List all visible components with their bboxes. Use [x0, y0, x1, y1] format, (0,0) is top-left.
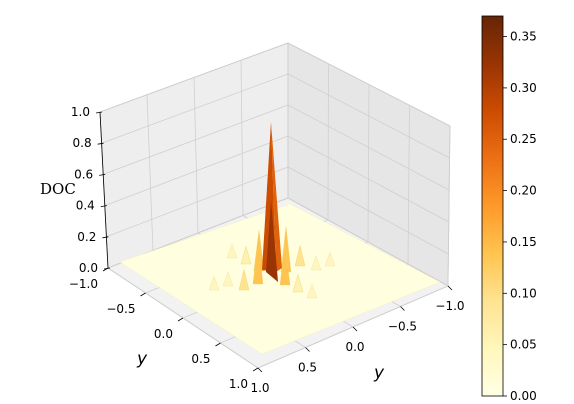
grid-line [104, 135, 289, 206]
colorbar-tick-label: 0.25 [510, 132, 537, 146]
z-tick-label: 0.0 [79, 261, 98, 275]
x-tick-label: 0.0 [154, 327, 173, 341]
grid-line [106, 166, 289, 238]
z-axis-label: DOC [40, 180, 76, 198]
grid-line [99, 42, 289, 113]
z-tick-mark [95, 111, 103, 114]
colorbar-tick-label: 0.15 [510, 235, 537, 249]
surface-ripple-small [208, 275, 220, 291]
surface-ripple-peak [253, 230, 265, 272]
surface-ripples [208, 226, 336, 299]
surface-ripple-peak [240, 245, 252, 265]
y-tick-mark [352, 326, 358, 332]
surface-ripple-peak [238, 269, 250, 291]
grid-line [103, 104, 289, 175]
grid-line [146, 94, 154, 251]
z-axis-ticks: 0.0 0.2 0.4 0.6 0.8 1.0 [71, 105, 111, 275]
x-tick-label: 1.0 [229, 377, 248, 391]
grid-line [287, 166, 449, 255]
x-axis-label: y [136, 349, 148, 369]
grid-line [367, 84, 370, 243]
grid-line [327, 63, 329, 221]
z-tick-label: 0.2 [77, 230, 96, 244]
colorbar-gradient [481, 15, 504, 397]
surface-peak-right [271, 122, 282, 272]
grid-line [287, 197, 449, 287]
x-tick-label: 0.5 [191, 352, 210, 366]
surface-group [119, 122, 441, 355]
z-tick-label: 0.8 [73, 136, 92, 150]
colorbar-tick-label: 0.35 [510, 30, 537, 44]
y-tick-label: 0.0 [345, 340, 364, 354]
surface-ripple-small [306, 283, 318, 299]
surface-ripple-small [226, 243, 238, 259]
colorbar: 0.00 0.05 0.10 0.15 0.20 0.25 0.30 0.35 [481, 15, 537, 403]
y-tick-label: −0.5 [388, 320, 417, 334]
z-tick-label: 0.4 [76, 199, 95, 213]
surface-ripple-peak [279, 244, 291, 286]
y-tick-mark [305, 347, 310, 352]
surface-ripple-small [324, 251, 336, 267]
z-tick-label: 0.6 [74, 167, 93, 181]
x-tick-label: −0.5 [106, 302, 135, 316]
grid-line [287, 73, 450, 159]
y-axis-label: y [373, 363, 385, 383]
y-tick-mark [257, 367, 263, 373]
colorbar-tick-label: 0.05 [510, 338, 537, 352]
y-axis-ticks: −1.0 −0.5 0.0 0.5 1.0 [250, 285, 465, 395]
z-tick-mark [99, 174, 106, 176]
grid-line [287, 135, 449, 223]
surface-ripple-small [222, 271, 234, 287]
grid-line [287, 104, 450, 191]
x-tick-mark [215, 342, 221, 347]
x-tick-mark [140, 292, 146, 297]
surface-peak-center [266, 200, 278, 282]
z-tick-mark [100, 205, 107, 207]
x-tick-label: −1.0 [69, 277, 98, 291]
x-tick-mark [102, 267, 109, 272]
surface-ripple-small [310, 255, 322, 271]
colorbar-tick-label: 0.30 [510, 81, 537, 95]
grid-line [447, 125, 451, 287]
grid-line [101, 73, 289, 144]
grid-line [193, 77, 199, 234]
z-tick-mark [97, 142, 104, 145]
y-tick-label: 1.0 [250, 381, 269, 395]
z-tick-mark [102, 236, 109, 239]
grid-line [407, 105, 410, 265]
colorbar-ticks: 0.00 0.05 0.10 0.15 0.20 0.25 0.30 0.35 [503, 30, 537, 403]
y-tick-label: 0.5 [298, 361, 317, 375]
colorbar-tick-label: 0.20 [510, 184, 537, 198]
colorbar-tick-label: 0.10 [510, 286, 537, 300]
y-tick-mark [447, 285, 453, 291]
z-tick-label: 1.0 [71, 105, 90, 119]
surface-base [119, 203, 441, 355]
y-tick-mark [400, 306, 405, 311]
grid-line [240, 60, 244, 216]
z-axis-line [99, 111, 109, 269]
x-tick-mark [177, 317, 184, 322]
x-axis-ticks: −1.0 −0.5 0.0 0.5 1.0 [69, 267, 259, 391]
x-tick-mark [252, 367, 259, 372]
surface-ripple-peak [292, 273, 304, 293]
surface-ripple-peak [294, 245, 306, 267]
grid-line [287, 42, 451, 127]
colorbar-tick-label: 0.00 [510, 389, 537, 403]
y-tick-label: −1.0 [435, 299, 464, 313]
